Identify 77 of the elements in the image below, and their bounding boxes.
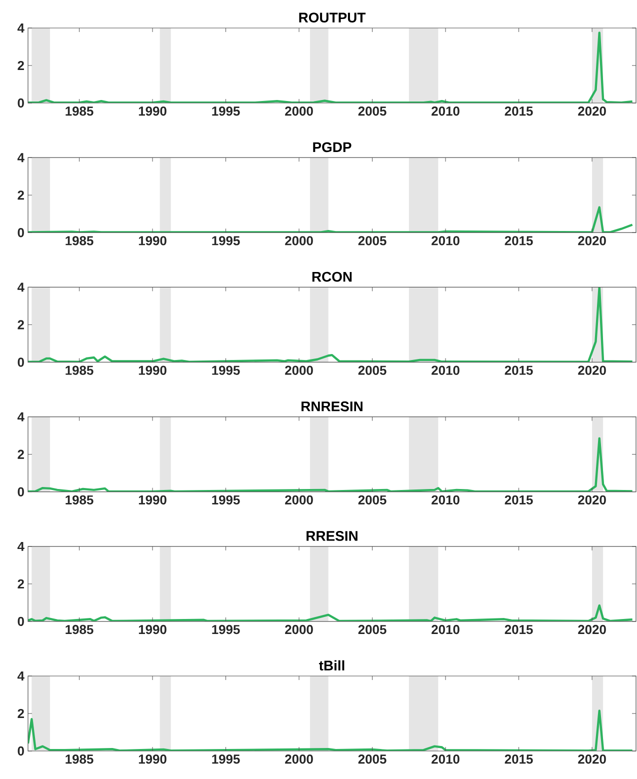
chart-title: RCON (312, 272, 352, 282)
x-tick-label: 2005 (358, 754, 386, 764)
x-tick-label: 2000 (285, 366, 313, 375)
y-tick-label: 4 (17, 153, 24, 162)
line-series (28, 206, 634, 233)
y-tick-label: 0 (18, 98, 24, 108)
x-tick-label: 1985 (66, 495, 94, 504)
x-tick-label: 2020 (578, 366, 606, 375)
x-tick-label: 2005 (358, 366, 386, 375)
x-tick-label: 2005 (358, 495, 386, 504)
x-tick-label: 1995 (212, 754, 240, 764)
x-tick-label: 2000 (285, 495, 313, 504)
x-tick-label: 1995 (212, 624, 240, 634)
x-tick-label: 2000 (285, 236, 313, 246)
x-tick-label: 2020 (578, 236, 606, 246)
x-tick-label: 1990 (138, 366, 166, 375)
y-tick-label: 2 (18, 579, 24, 588)
x-tick-label: 2020 (578, 624, 606, 634)
chart-title: RRESIN (306, 531, 358, 541)
x-tick-label: 2005 (358, 624, 386, 634)
x-tick-label: 2015 (504, 754, 533, 764)
x-tick-label: 2020 (578, 754, 606, 764)
y-tick-label: 0 (18, 746, 24, 756)
chart-title: ROUTPUT (299, 12, 366, 23)
chart-title: RNRESIN (302, 401, 362, 412)
x-tick-label: 2010 (432, 624, 460, 634)
line-series (28, 287, 634, 362)
x-tick-label: 2000 (285, 754, 313, 764)
y-tick-label: 0 (18, 358, 24, 367)
chart-title: PGDP (313, 142, 352, 152)
x-tick-label: 1985 (66, 754, 94, 764)
x-tick-label: 1990 (138, 495, 166, 504)
y-tick-label: 4 (17, 24, 24, 32)
x-tick-label: 1990 (138, 236, 166, 246)
x-tick-label: 2005 (358, 106, 386, 116)
y-tick-label: 4 (17, 282, 24, 292)
x-tick-label: 2000 (285, 106, 313, 116)
x-tick-label: 2020 (578, 106, 606, 116)
x-tick-label: 2015 (504, 366, 533, 375)
y-tick-label: 0 (18, 487, 24, 496)
x-tick-label: 2015 (504, 624, 533, 634)
x-tick-label: 2020 (578, 495, 606, 504)
chart-title: tBill (319, 660, 344, 671)
x-tick-label: 2010 (432, 236, 460, 246)
line-series (28, 710, 634, 752)
x-tick-label: 2010 (432, 366, 460, 375)
x-tick-label: 1995 (212, 236, 240, 246)
y-tick-label: 2 (18, 190, 24, 200)
x-tick-label: 1995 (212, 495, 240, 504)
x-tick-label: 1995 (212, 366, 240, 375)
x-tick-label: 1990 (138, 624, 166, 634)
x-tick-label: 1985 (66, 106, 94, 116)
y-tick-label: 2 (18, 708, 24, 718)
y-tick-label: 4 (17, 542, 24, 551)
line-series (28, 437, 634, 492)
x-tick-label: 1990 (138, 106, 166, 116)
x-tick-label: 2015 (504, 236, 533, 246)
x-tick-label: 1985 (66, 366, 94, 375)
y-tick-label: 2 (18, 450, 24, 459)
x-tick-label: 1995 (212, 106, 240, 116)
x-tick-label: 2005 (358, 236, 386, 246)
x-tick-label: 2010 (432, 495, 460, 504)
x-tick-label: 2015 (504, 106, 533, 116)
x-tick-label: 1990 (138, 754, 166, 764)
x-tick-label: 1985 (66, 236, 94, 246)
y-tick-label: 0 (18, 228, 24, 238)
line-series (28, 32, 634, 104)
x-tick-label: 2000 (285, 624, 313, 634)
y-tick-label: 4 (17, 672, 24, 680)
y-tick-label: 4 (17, 412, 24, 422)
x-tick-label: 2015 (504, 495, 533, 504)
y-tick-label: 2 (18, 320, 24, 330)
x-tick-label: 2010 (432, 106, 460, 116)
y-tick-label: 0 (18, 616, 24, 626)
x-tick-label: 2010 (432, 754, 460, 764)
x-tick-label: 1985 (66, 624, 94, 634)
y-tick-label: 2 (18, 60, 24, 70)
